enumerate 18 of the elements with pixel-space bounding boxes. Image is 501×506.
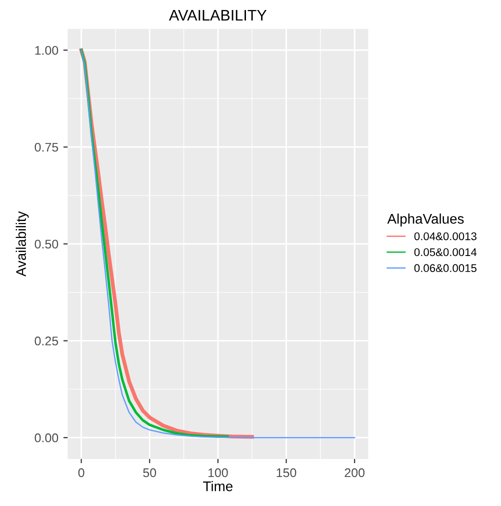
x-tick-label: 200 <box>344 468 365 478</box>
y-tick-label: 1.00 <box>35 46 58 55</box>
x-tick-label: 0 <box>78 468 84 478</box>
legend-label: 0.04&0.0013 <box>414 232 476 240</box>
line-series <box>80 50 356 438</box>
y-tick-label: 0.75 <box>34 142 58 152</box>
x-tick-label: 150 <box>276 468 296 478</box>
y-axis-title: Availability <box>16 211 29 277</box>
y-tick-label: 0.50 <box>34 240 58 249</box>
y-tick-label: 0.00 <box>34 433 58 442</box>
chart-title: AVAILABILITY <box>168 10 267 21</box>
legend-label: 0.05&0.0014 <box>414 248 477 256</box>
x-axis-title: Time <box>203 481 232 492</box>
legend-label: 0.06&0.0015 <box>414 264 476 272</box>
y-tick-label: 0.25 <box>34 336 58 346</box>
x-tick-label: 50 <box>143 468 156 478</box>
legend-title: AlphaValues <box>387 214 464 226</box>
x-tick-label: 100 <box>208 468 228 478</box>
